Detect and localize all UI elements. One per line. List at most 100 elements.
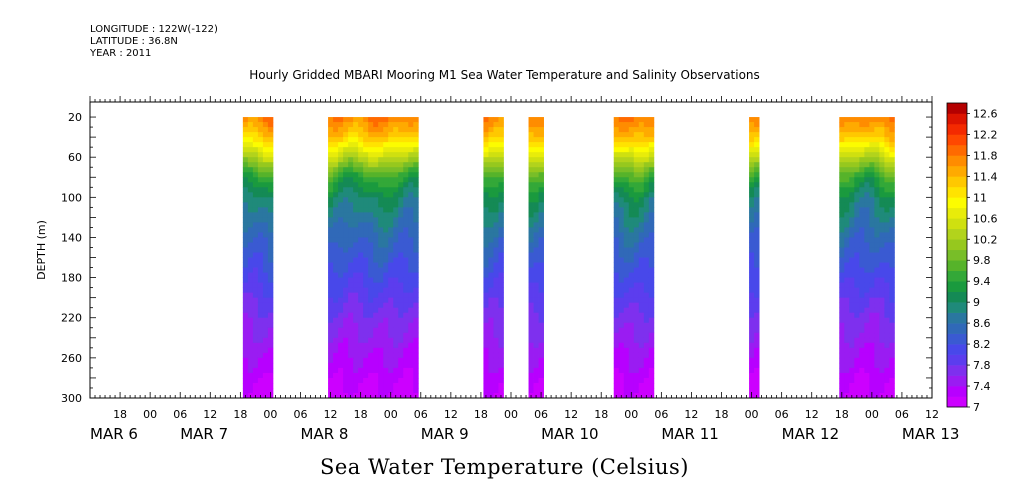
heatmap-cell [638, 267, 645, 273]
heatmap-cell [528, 302, 534, 309]
heatmap-cell [874, 137, 880, 143]
heatmap-cell [628, 242, 635, 248]
heatmap-cell [358, 362, 364, 369]
heatmap-cell [749, 157, 755, 163]
x-day-label: MAR 10 [541, 425, 598, 443]
heatmap-cell [363, 177, 369, 183]
heatmap-cell [247, 217, 254, 223]
heatmap-cell [408, 177, 414, 183]
heatmap-cell [398, 217, 404, 223]
heatmap-cell [749, 362, 755, 369]
heatmap-cell [343, 117, 349, 123]
heatmap-cell [398, 307, 404, 314]
heatmap-cell [488, 272, 494, 278]
heatmap-cell [749, 212, 755, 218]
heatmap-cell [408, 157, 414, 163]
heatmap-cell [618, 182, 625, 188]
heatmap-cell [393, 197, 399, 203]
heatmap-cell [262, 127, 269, 133]
heatmap-cell [413, 222, 419, 228]
heatmap-cell [328, 262, 334, 268]
heatmap-cell [493, 372, 499, 379]
heatmap-cell [889, 137, 895, 143]
heatmap-cell [338, 242, 344, 248]
heatmap-cell [528, 312, 534, 319]
heatmap-cell [368, 247, 374, 253]
heatmap-cell [247, 192, 254, 198]
heatmap-cell [864, 322, 870, 329]
heatmap-cell [408, 327, 414, 334]
heatmap-cell [338, 262, 344, 268]
heatmap-cell [618, 217, 625, 223]
heatmap-cell [483, 177, 489, 183]
heatmap-cell [333, 337, 339, 344]
heatmap-cell [413, 377, 419, 384]
heatmap-cell [363, 357, 369, 364]
heatmap-cell [633, 357, 640, 364]
heatmap-cell [363, 252, 369, 258]
heatmap-cell [328, 302, 334, 309]
heatmap-cell [483, 197, 489, 203]
heatmap-cell [633, 287, 640, 294]
heatmap-cell [623, 202, 630, 208]
heatmap-cell [618, 207, 625, 213]
heatmap-cell [623, 167, 630, 173]
heatmap-cell [353, 307, 359, 314]
heatmap-cell [333, 272, 339, 278]
heatmap-cell [754, 192, 760, 198]
heatmap-cell [613, 362, 620, 369]
heatmap-cell [488, 322, 494, 329]
heatmap-cell [378, 232, 384, 238]
heatmap-cell [368, 377, 374, 384]
heatmap-cell [754, 232, 760, 238]
heatmap-cell [267, 322, 274, 329]
heatmap-cell [378, 212, 384, 218]
heatmap-cell [257, 267, 264, 273]
heatmap-cell [398, 302, 404, 309]
heatmap-cell [623, 277, 630, 284]
heatmap-cell [378, 277, 384, 284]
heatmap-cell [754, 252, 760, 258]
heatmap-cell [869, 252, 875, 258]
heatmap-cell [368, 307, 374, 314]
heatmap-cell [343, 307, 349, 314]
heatmap-cell [754, 247, 760, 253]
heatmap-cell [398, 162, 404, 168]
heatmap-cell [538, 217, 544, 223]
heatmap-cell [528, 347, 534, 354]
heatmap-cell [247, 232, 254, 238]
heatmap-cell [348, 272, 354, 278]
heatmap-cell [373, 247, 379, 253]
heatmap-cell [338, 297, 344, 304]
heatmap-cell [864, 342, 870, 349]
heatmap-cell [373, 337, 379, 344]
heatmap-cell [849, 287, 855, 294]
heatmap-cell [538, 142, 544, 148]
heatmap-cell [378, 272, 384, 278]
heatmap-cell [648, 387, 655, 394]
heatmap-cell [328, 277, 334, 284]
heatmap-cell [338, 272, 344, 278]
heatmap-cell [528, 387, 534, 394]
heatmap-cell [623, 147, 630, 153]
heatmap-cell [408, 117, 414, 123]
heatmap-cell [378, 172, 384, 178]
heatmap-cell [488, 142, 494, 148]
heatmap-cell [623, 152, 630, 158]
heatmap-cell [844, 277, 850, 284]
heatmap-cell [363, 117, 369, 123]
heatmap-cell [859, 272, 865, 278]
heatmap-cell [247, 247, 254, 253]
heatmap-cell [638, 372, 645, 379]
heatmap-cell [613, 312, 620, 319]
heatmap-cell [257, 242, 264, 248]
heatmap-cell [854, 282, 860, 289]
heatmap-cell [262, 277, 269, 284]
heatmap-cell [613, 122, 620, 128]
heatmap-cell [849, 277, 855, 284]
heatmap-cell [378, 267, 384, 273]
heatmap-cell [498, 122, 504, 128]
heatmap-cell [643, 187, 650, 193]
heatmap-cell [358, 387, 364, 394]
heatmap-cell [398, 362, 404, 369]
